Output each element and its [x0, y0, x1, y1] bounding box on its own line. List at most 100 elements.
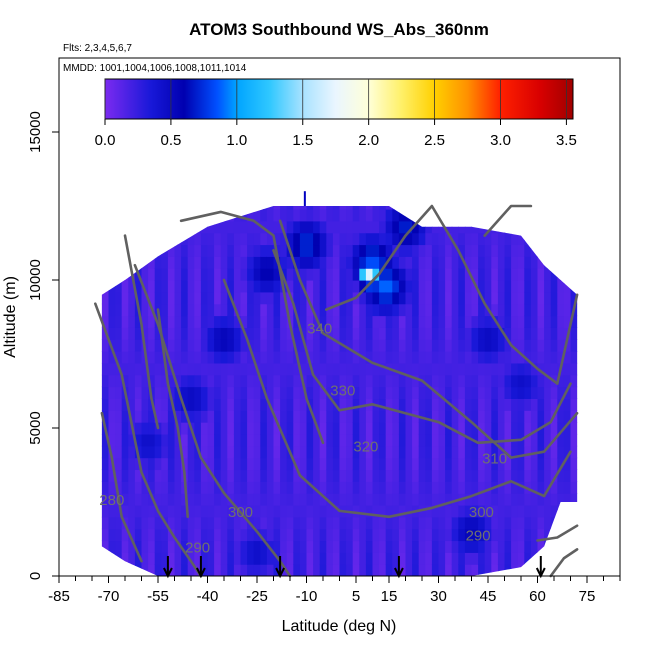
heatmap-cell	[332, 280, 341, 293]
heatmap-cell	[405, 327, 413, 340]
heatmap-cell	[359, 327, 367, 340]
heatmap-cell	[412, 351, 420, 364]
heatmap-cell	[425, 469, 433, 482]
heatmap-cell	[227, 244, 235, 257]
heatmap-cell	[398, 457, 407, 471]
heatmap-cell	[141, 445, 149, 459]
heatmap-cell	[174, 469, 182, 482]
heatmap-cell	[214, 327, 222, 340]
heatmap-cell	[319, 469, 327, 482]
heatmap-cell	[570, 327, 578, 340]
heatmap-cell	[392, 540, 400, 553]
heatmap-cell	[128, 528, 136, 542]
heatmap-cell	[200, 291, 209, 305]
heatmap-cell	[207, 315, 215, 328]
heatmap-cell	[148, 268, 156, 281]
heatmap-cell	[266, 564, 275, 576]
heatmap-cell	[187, 445, 195, 459]
heatmap-cell	[253, 280, 261, 293]
heatmap-cell	[161, 315, 169, 328]
heatmap-cell	[240, 516, 248, 530]
heatmap-cell	[511, 339, 519, 352]
colorbar-tick-label: 0.5	[160, 132, 181, 149]
heatmap-cell	[108, 351, 116, 364]
heatmap-cell	[148, 206, 156, 210]
heatmap-cell	[247, 208, 255, 222]
heatmap-cell	[570, 256, 578, 269]
heatmap-cell	[260, 208, 268, 222]
heatmap-cell	[405, 528, 413, 542]
heatmap-cell	[167, 268, 176, 281]
heatmap-cell	[557, 220, 565, 234]
heatmap-cell	[577, 232, 578, 246]
heatmap-cell	[511, 457, 519, 471]
heatmap-cell	[286, 398, 294, 411]
heatmap-cell	[233, 457, 242, 471]
heatmap-cell	[557, 457, 565, 471]
heatmap-cell	[240, 351, 248, 364]
heatmap-cell	[418, 206, 426, 210]
heatmap-cell	[167, 504, 176, 518]
heatmap-cell	[128, 516, 136, 530]
heatmap-cell	[280, 256, 288, 269]
heatmap-cell	[319, 528, 327, 542]
heatmap-cell	[398, 303, 407, 317]
heatmap-cell	[550, 206, 558, 210]
heatmap-cell	[517, 303, 525, 317]
heatmap-cell	[478, 220, 486, 234]
heatmap-cell	[372, 516, 380, 530]
heatmap-cell	[187, 374, 195, 388]
heatmap-cell	[451, 315, 459, 328]
heatmap-cell	[154, 206, 162, 210]
heatmap-cell	[359, 268, 367, 281]
heatmap-cell	[181, 232, 189, 246]
heatmap-cell	[385, 410, 393, 423]
heatmap-cell	[425, 291, 433, 305]
heatmap-cell	[511, 398, 519, 411]
heatmap-cell	[101, 339, 103, 352]
heatmap-cell	[134, 351, 143, 364]
heatmap-cell	[332, 303, 341, 317]
heatmap-cell	[280, 362, 288, 376]
heatmap-cell	[207, 410, 215, 423]
heatmap-cell	[352, 386, 360, 399]
heatmap-cell	[227, 362, 235, 376]
heatmap-cell	[478, 445, 486, 459]
heatmap-cell	[240, 386, 248, 399]
heatmap-cell	[524, 206, 532, 210]
heatmap-cell	[101, 244, 103, 257]
contour-290	[94, 302, 203, 578]
heatmap-cell	[293, 445, 301, 459]
heatmap-cell	[148, 516, 156, 530]
heatmap-cell	[431, 280, 440, 293]
heatmap-cell	[359, 457, 367, 471]
heatmap-cell	[517, 445, 525, 459]
heatmap-cell	[319, 291, 327, 305]
heatmap-cell	[154, 457, 162, 471]
heatmap-cell	[504, 564, 512, 576]
heatmap-cell	[108, 244, 116, 257]
heatmap-cell	[412, 206, 420, 210]
heatmap-cell	[438, 303, 446, 317]
heatmap-cell	[484, 528, 492, 542]
heatmap-cell	[365, 433, 374, 447]
heatmap-cell	[431, 268, 440, 281]
heatmap-cell	[385, 457, 393, 471]
heatmap-cell	[445, 528, 453, 542]
heatmap-cell	[405, 220, 413, 234]
heatmap-cell	[154, 398, 162, 411]
heatmap-cell	[227, 232, 235, 246]
heatmap-cell	[425, 552, 433, 565]
heatmap-cell	[577, 280, 578, 293]
heatmap-cell	[253, 493, 261, 506]
heatmap-cell	[167, 481, 176, 494]
heatmap-cell	[405, 540, 413, 553]
heatmap-cell	[438, 232, 446, 246]
heatmap-cell	[471, 386, 479, 399]
heatmap-cell	[220, 362, 228, 376]
heatmap-cell	[517, 339, 525, 352]
heatmap-cell	[517, 244, 525, 257]
heatmap-cell	[247, 445, 255, 459]
heatmap-cell	[134, 481, 143, 494]
heatmap-cell	[253, 268, 261, 281]
